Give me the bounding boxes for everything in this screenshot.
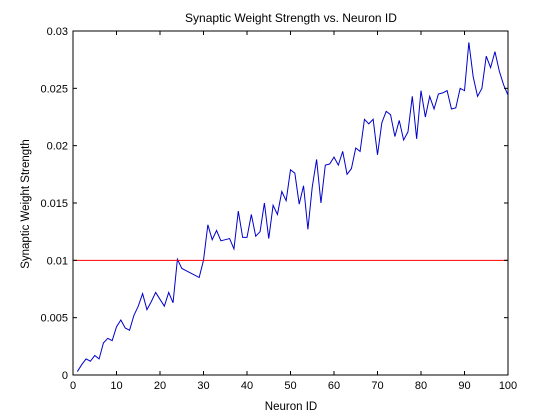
x-tick-label: 80 <box>415 380 427 392</box>
chart-title: Synaptic Weight Strength vs. Neuron ID <box>185 11 397 25</box>
y-axis-label: Synaptic Weight Strength <box>20 139 32 269</box>
y-tick-label: 0 <box>62 370 68 382</box>
series-layer <box>73 42 509 372</box>
y-tick-label: 0.02 <box>47 141 68 153</box>
y-tick-label: 0.025 <box>40 83 68 95</box>
x-tick-label: 60 <box>328 380 340 392</box>
x-axis: 0 10 20 30 40 50 60 70 80 90 100 <box>70 31 517 392</box>
y-tick-label: 0.005 <box>40 313 68 325</box>
x-tick-label: 100 <box>499 380 517 392</box>
x-tick-label: 20 <box>154 380 166 392</box>
x-tick-label: 40 <box>241 380 253 392</box>
x-tick-label: 0 <box>70 380 76 392</box>
y-tick-label: 0.015 <box>40 198 68 210</box>
x-tick-label: 90 <box>458 380 470 392</box>
x-axis-label: Neuron ID <box>265 401 317 413</box>
x-tick-label: 10 <box>110 380 122 392</box>
y-tick-label: 0.01 <box>47 255 68 267</box>
x-tick-label: 50 <box>284 380 296 392</box>
plot-area <box>72 30 509 376</box>
y-tick-label: 0.03 <box>47 26 68 38</box>
x-tick-label: 70 <box>371 380 383 392</box>
y-axis: 0 0.005 0.01 0.015 0.02 0.025 0.03 <box>40 26 508 382</box>
series-line-weight <box>76 42 509 372</box>
x-tick-label: 30 <box>197 380 209 392</box>
